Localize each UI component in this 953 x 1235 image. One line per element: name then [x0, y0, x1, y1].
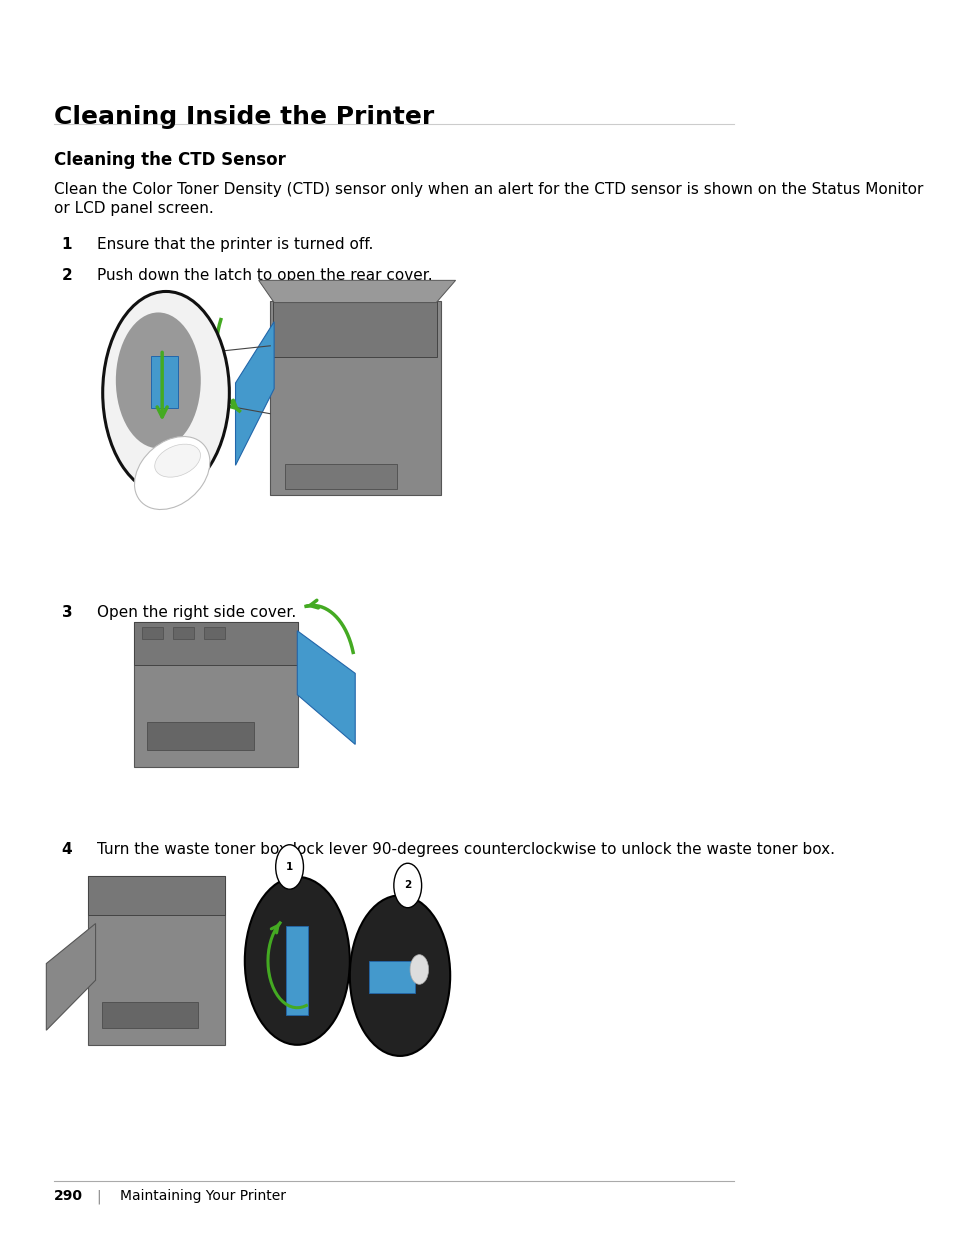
Text: Open the right side cover.: Open the right side cover.: [96, 605, 295, 620]
Text: Maintaining Your Printer: Maintaining Your Printer: [119, 1189, 285, 1203]
Circle shape: [350, 895, 450, 1056]
Circle shape: [115, 312, 200, 448]
Text: Cleaning the CTD Sensor: Cleaning the CTD Sensor: [54, 151, 286, 169]
Circle shape: [394, 863, 421, 908]
FancyBboxPatch shape: [151, 356, 178, 408]
FancyBboxPatch shape: [204, 626, 225, 640]
Text: 3: 3: [62, 605, 72, 620]
Text: |: |: [96, 1189, 101, 1204]
Circle shape: [275, 845, 303, 889]
Text: Cleaning Inside the Printer: Cleaning Inside the Printer: [54, 105, 434, 128]
FancyBboxPatch shape: [101, 1003, 197, 1028]
FancyBboxPatch shape: [369, 961, 415, 993]
Polygon shape: [258, 280, 456, 303]
FancyBboxPatch shape: [88, 876, 225, 1045]
FancyBboxPatch shape: [134, 622, 297, 767]
Text: 290: 290: [54, 1189, 83, 1203]
Text: Push down the latch to open the rear cover.: Push down the latch to open the rear cov…: [96, 268, 432, 283]
Polygon shape: [297, 631, 355, 745]
FancyBboxPatch shape: [88, 876, 225, 915]
Text: 2: 2: [404, 881, 411, 890]
Ellipse shape: [154, 445, 200, 477]
Text: 4: 4: [62, 842, 72, 857]
FancyBboxPatch shape: [269, 301, 440, 495]
Polygon shape: [47, 924, 95, 1030]
FancyBboxPatch shape: [286, 926, 308, 1015]
Text: 1: 1: [286, 862, 293, 872]
Polygon shape: [235, 322, 274, 466]
Text: Turn the waste toner box lock lever 90-degrees counterclockwise to unlock the wa: Turn the waste toner box lock lever 90-d…: [96, 842, 834, 857]
Circle shape: [410, 955, 428, 984]
FancyBboxPatch shape: [274, 301, 436, 357]
Text: 1: 1: [62, 237, 72, 252]
Text: 2: 2: [62, 268, 72, 283]
Ellipse shape: [134, 436, 210, 510]
Circle shape: [103, 291, 229, 494]
Text: Ensure that the printer is turned off.: Ensure that the printer is turned off.: [96, 237, 373, 252]
FancyBboxPatch shape: [147, 721, 254, 750]
FancyBboxPatch shape: [142, 626, 163, 640]
FancyBboxPatch shape: [172, 626, 193, 640]
FancyBboxPatch shape: [134, 622, 297, 664]
Text: Clean the Color Toner Density (CTD) sensor only when an alert for the CTD sensor: Clean the Color Toner Density (CTD) sens…: [54, 182, 923, 216]
Circle shape: [245, 877, 350, 1045]
FancyBboxPatch shape: [285, 464, 396, 489]
